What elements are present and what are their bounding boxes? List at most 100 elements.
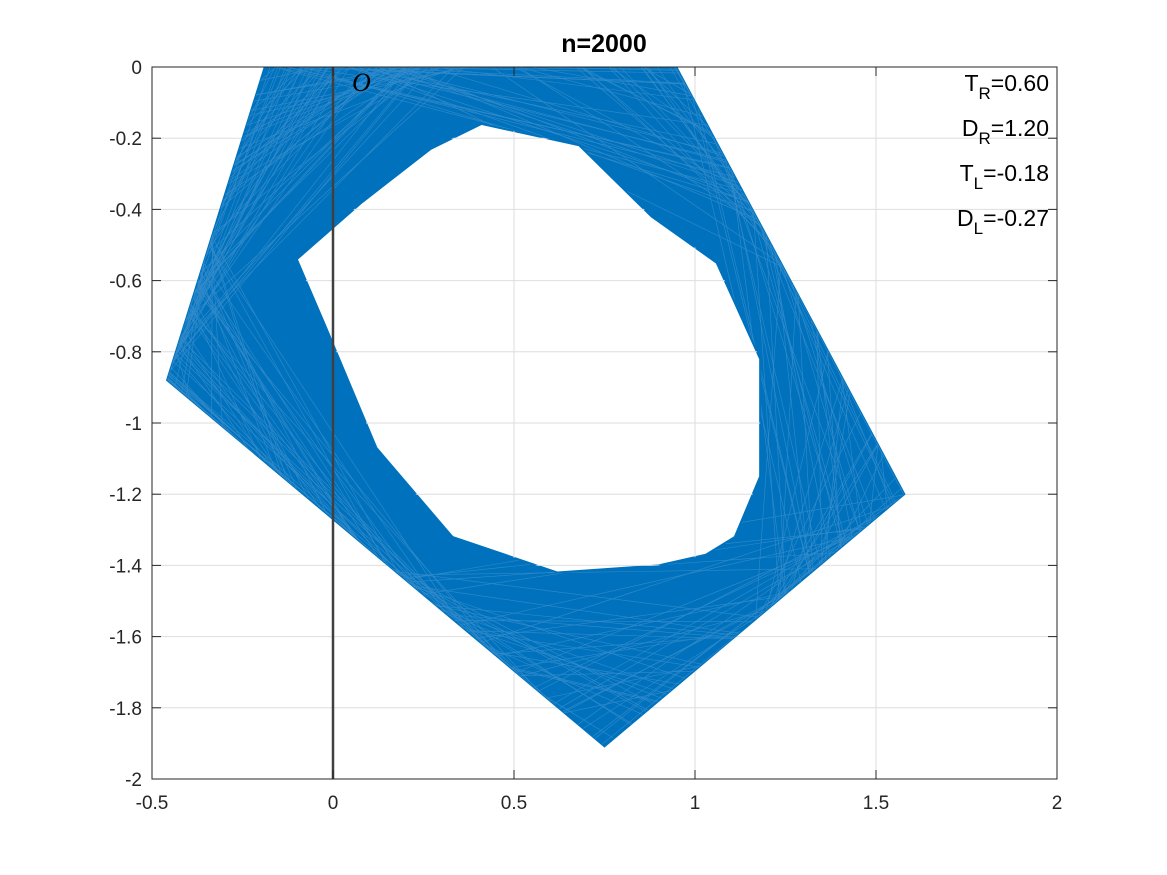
trajectory-strand: [179, 337, 508, 666]
trajectory-strand: [581, 67, 757, 217]
trajectory-strand: [491, 651, 680, 685]
trajectory-strand: [208, 244, 387, 565]
trajectory-strand: [196, 281, 428, 599]
y-tick-label: -0.8: [109, 343, 142, 364]
trajectory-strand: [210, 67, 379, 241]
trajectory-strand: [197, 280, 354, 537]
trajectory-strand: [755, 261, 782, 620]
y-tick-label: -0.6: [109, 272, 142, 293]
trajectory-strand: [657, 67, 754, 210]
trajectory-strand: [427, 67, 725, 157]
y-tick-label: -1.2: [109, 485, 142, 506]
trajectory-strand: [412, 585, 686, 679]
trajectory-strand: [411, 585, 740, 634]
trajectory-strand: [771, 244, 897, 503]
y-tick-label: -2: [125, 770, 142, 791]
trajectory-strand: [781, 263, 861, 533]
trajectory-strand: [530, 67, 693, 97]
trajectory-strand: [174, 353, 560, 710]
y-tick-label: -0.4: [109, 200, 142, 221]
trajectory-strand: [276, 67, 731, 168]
trajectory-strand: [647, 67, 791, 281]
trajectory-strand: [612, 67, 753, 208]
trajectory-strand: [208, 244, 463, 629]
trajectory-strand: [435, 605, 738, 636]
x-tick-label: 0.5: [501, 793, 527, 814]
trajectory-strand: [199, 67, 406, 275]
parameter-annotation: DL=-0.27: [957, 205, 1049, 238]
trajectory-strand: [820, 391, 851, 566]
trajectory-strand: [759, 222, 842, 548]
trajectory-strand: [730, 167, 845, 546]
trajectory-strand: [197, 281, 309, 500]
trajectory-strand: [393, 570, 649, 711]
x-tick-labels: -0.5 0 0.5 1 1.5 2: [136, 793, 1063, 814]
trajectory-strand: [190, 303, 262, 460]
trajectory-strand: [219, 67, 292, 211]
trajectory-strand: [167, 374, 418, 591]
trajectory-strand: [173, 67, 302, 358]
trajectory-strand: [790, 280, 869, 526]
trajectory-strand: [210, 232, 213, 418]
trajectory-strand: [403, 578, 647, 713]
trajectory-strand: [166, 67, 292, 380]
trajectory-strand: [563, 593, 787, 713]
trajectory-strand: [382, 67, 724, 154]
trajectory-strand: [355, 67, 719, 145]
trajectory-strand: [243, 67, 415, 133]
trajectory-strand: [347, 67, 727, 161]
trajectory-strand: [211, 67, 429, 235]
trajectory-strand: [196, 283, 380, 559]
trajectory-strand: [816, 329, 823, 564]
trajectory-strand: [465, 630, 734, 640]
trajectory-strand: [202, 262, 446, 615]
trajectory-strand: [697, 105, 810, 575]
x-tick-label: 2: [1052, 793, 1063, 814]
trajectory-strand: [519, 670, 695, 677]
trajectory-strand: [446, 614, 735, 638]
parameter-annotation: TL=-0.18: [960, 160, 1049, 193]
trajectory-strand: [199, 272, 391, 568]
trajectory-strand: [177, 67, 328, 345]
trajectory-strand: [197, 278, 357, 539]
trajectory-strand: [601, 622, 753, 745]
trajectory-strand: [645, 67, 736, 176]
trajectory-strand: [824, 378, 844, 562]
parameter-annotations: TR=0.60 DR=1.20 TL=-0.18 DL=-0.27: [957, 70, 1049, 238]
trajectory-strand: [620, 67, 752, 207]
trajectory-strand: [592, 551, 838, 738]
parameter-annotation: DR=1.20: [962, 115, 1049, 148]
trajectory-strand: [228, 67, 396, 182]
trajectory-strand: [193, 67, 404, 295]
trajectory-strand: [429, 600, 633, 725]
trajectory-strand: [444, 613, 663, 699]
parameter-annotation: TR=0.60: [964, 70, 1049, 103]
trajectory-strand: [797, 294, 814, 572]
trajectory-strand: [238, 67, 458, 149]
trajectory-strand: [798, 443, 879, 584]
trajectory-strand: [364, 67, 728, 163]
x-tick-label: 0: [328, 793, 339, 814]
trajectory-strand: [836, 365, 892, 506]
trajectory-strand: [755, 487, 902, 621]
trajectory-strand: [775, 251, 810, 575]
trajectory-strand: [196, 67, 419, 285]
trajectory-strand: [511, 668, 658, 703]
trajectory-strand: [273, 67, 743, 191]
trajectory-strand: [288, 67, 736, 178]
trajectory-strand: [440, 609, 674, 690]
x-tick-label: -0.5: [136, 793, 169, 814]
trajectory-strand: [196, 67, 271, 285]
trajectory-strand: [178, 341, 498, 658]
trajectory-strand: [174, 354, 289, 483]
trajectory-strand: [233, 67, 324, 164]
trajectory-strand: [434, 604, 703, 665]
trajectory-data: [165, 67, 906, 748]
trajectory-strand: [459, 625, 668, 695]
trajectory-strand: [575, 67, 764, 229]
chart-title: n=2000: [561, 30, 647, 58]
trajectory-strand: [177, 342, 249, 450]
y-tick-label: -1.4: [109, 556, 142, 577]
trajectory-strand: [171, 67, 421, 364]
